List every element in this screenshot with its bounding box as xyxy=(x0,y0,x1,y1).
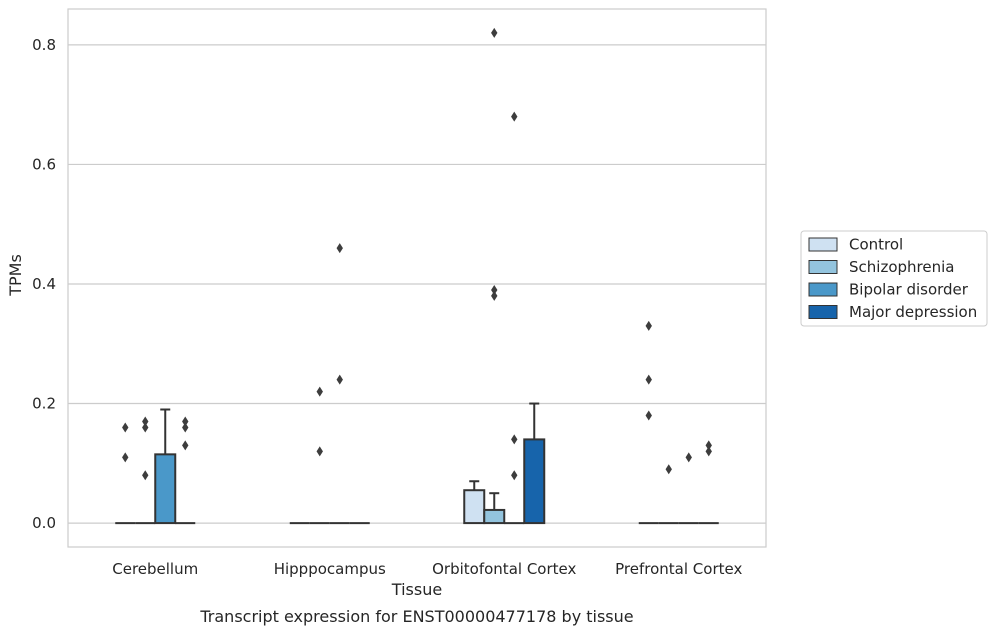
legend-swatch xyxy=(808,305,838,319)
outlier-point xyxy=(182,440,189,451)
x-tick-label: Orbitofontal Cortex xyxy=(432,560,576,578)
y-tick-label: 0.4 xyxy=(32,275,56,293)
outlier-point xyxy=(316,446,323,457)
bar xyxy=(463,489,486,525)
x-axis-label: Tissue xyxy=(391,580,442,599)
outlier-point xyxy=(142,470,149,481)
bar xyxy=(154,453,177,525)
y-axis-label: TPMs xyxy=(6,254,25,297)
y-tick-labels: 0.0 0.2 0.4 0.6 0.8 xyxy=(32,36,56,532)
outlier-point xyxy=(122,452,129,463)
y-tick-label: 0.2 xyxy=(32,395,56,413)
x-tick-label: Hipppocampus xyxy=(274,560,386,578)
y-tick-label: 0.0 xyxy=(32,514,56,532)
outlier-point xyxy=(511,470,518,481)
plot-frame xyxy=(67,8,767,548)
outlier-point xyxy=(142,416,149,427)
outlier-point xyxy=(645,320,652,331)
legend: Control Schizophrenia Bipolar disorder Majo… xyxy=(800,230,988,327)
x-tick-label: Cerebellum xyxy=(112,560,198,578)
outlier-point xyxy=(182,416,189,427)
legend-entry: Bipolar disorder xyxy=(849,281,969,299)
x-tick-labels: Cerebellum Hipppocampus Orbitofontal Corte… xyxy=(112,560,742,578)
legend-entry: Schizophrenia xyxy=(849,258,954,276)
outlier-point xyxy=(122,422,129,433)
bar xyxy=(523,438,546,525)
legend-swatch xyxy=(808,260,838,274)
x-tick-label: Prefrontal Cortex xyxy=(615,560,742,578)
outlier-point xyxy=(511,434,518,445)
outlier-point xyxy=(336,374,343,385)
outlier-point xyxy=(142,422,149,433)
bar xyxy=(483,508,506,525)
outlier-point xyxy=(511,111,518,122)
outlier-point xyxy=(645,410,652,421)
outlier-point xyxy=(705,440,712,451)
outlier-point xyxy=(645,374,652,385)
y-tick-label: 0.8 xyxy=(32,36,56,54)
y-tick-label: 0.6 xyxy=(32,155,56,173)
outlier-point xyxy=(491,27,498,38)
plot-marks xyxy=(115,27,719,525)
outlier-point xyxy=(182,422,189,433)
outlier-point xyxy=(491,284,498,295)
outlier-point xyxy=(336,243,343,254)
legend-swatch xyxy=(808,237,838,252)
legend-swatch xyxy=(808,282,838,297)
legend-frame xyxy=(800,230,988,327)
legend-entry: Control xyxy=(849,236,903,254)
outlier-point xyxy=(705,446,712,457)
outlier-point xyxy=(316,386,323,397)
outlier-point xyxy=(685,452,692,463)
outlier-point xyxy=(491,290,498,301)
outlier-point xyxy=(665,464,672,475)
legend-entry: Major depression xyxy=(849,303,977,321)
chart-title: Transcript expression for ENST0000047717… xyxy=(199,607,633,626)
gridlines xyxy=(68,44,766,524)
